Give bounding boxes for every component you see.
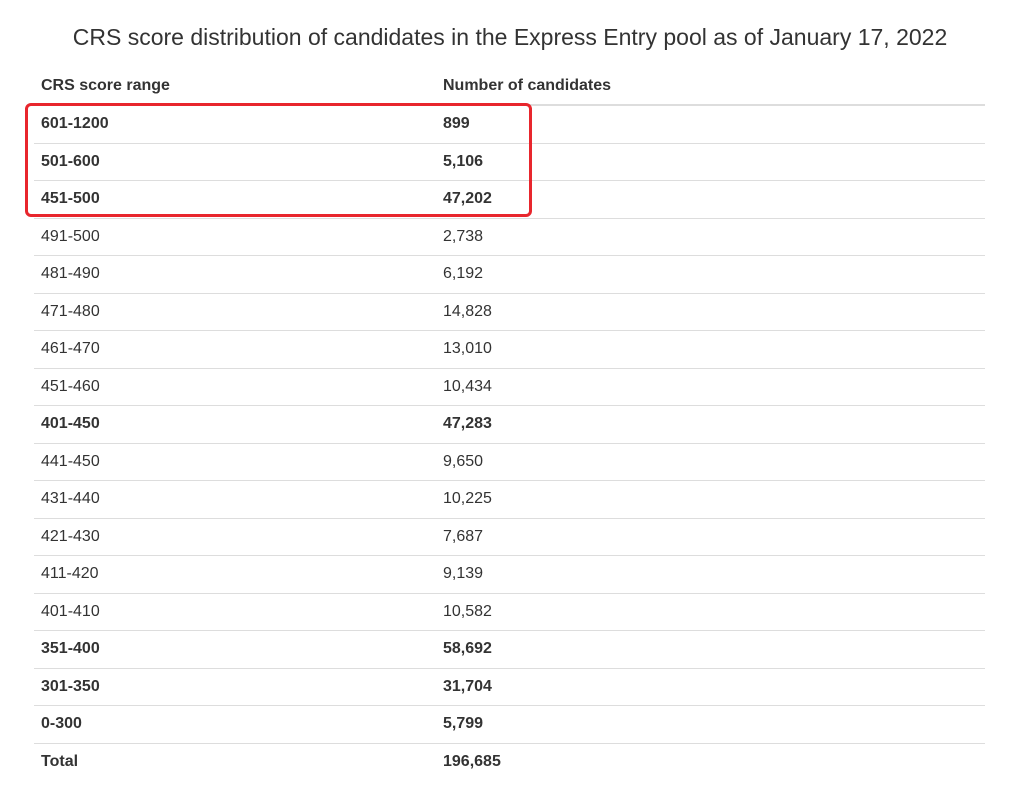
table-row: 401-410 10,582 bbox=[34, 594, 985, 631]
cell-crs-score-range: 411-420 bbox=[41, 565, 99, 583]
table-row: 351-400 58,692 bbox=[34, 631, 985, 669]
crs-distribution-table: CRS score range Number of candidates 601… bbox=[34, 67, 985, 781]
cell-crs-score-range: 481-490 bbox=[41, 265, 100, 283]
cell-crs-score-range: 401-410 bbox=[41, 602, 100, 620]
cell-crs-score-range: 451-500 bbox=[41, 190, 100, 208]
total-value: 196,685 bbox=[443, 753, 501, 771]
cell-number-of-candidates: 31,704 bbox=[443, 677, 492, 695]
table-row: 301-350 31,704 bbox=[34, 669, 985, 706]
cell-number-of-candidates: 14,828 bbox=[443, 302, 492, 320]
cell-number-of-candidates: 2,738 bbox=[443, 227, 484, 245]
cell-crs-score-range: 491-500 bbox=[41, 227, 100, 245]
cell-number-of-candidates: 47,202 bbox=[443, 190, 492, 208]
cell-number-of-candidates: 5,106 bbox=[443, 152, 484, 170]
table-row: 421-430 7,687 bbox=[34, 519, 985, 556]
table-row: 0-300 5,799 bbox=[34, 706, 985, 744]
cell-crs-score-range: 351-400 bbox=[41, 640, 100, 658]
cell-number-of-candidates: 6,192 bbox=[443, 265, 484, 283]
cell-crs-score-range: 0-300 bbox=[41, 715, 82, 733]
header-crs-score-range: CRS score range bbox=[41, 76, 170, 94]
cell-number-of-candidates: 10,434 bbox=[443, 377, 492, 395]
cell-crs-score-range: 301-350 bbox=[41, 677, 100, 695]
table-row: 401-450 47,283 bbox=[34, 406, 985, 444]
cell-number-of-candidates: 10,582 bbox=[443, 602, 492, 620]
cell-crs-score-range: 461-470 bbox=[41, 340, 100, 358]
cell-number-of-candidates: 7,687 bbox=[443, 527, 484, 545]
table-header-row: CRS score range Number of candidates bbox=[34, 67, 985, 106]
cell-number-of-candidates: 899 bbox=[443, 115, 470, 133]
table-row: 411-420 9,139 bbox=[34, 556, 985, 594]
cell-crs-score-range: 441-450 bbox=[41, 452, 100, 470]
cell-number-of-candidates: 9,650 bbox=[443, 452, 484, 470]
cell-crs-score-range: 431-440 bbox=[41, 490, 100, 508]
table-row: 601-1200 899 bbox=[34, 106, 985, 144]
table-body: 601-1200 899 501-600 5,106 451-500 47,202 491-… bbox=[34, 106, 985, 744]
cell-number-of-candidates: 13,010 bbox=[443, 340, 492, 358]
cell-crs-score-range: 501-600 bbox=[41, 152, 100, 170]
table-row: 451-460 10,434 bbox=[34, 369, 985, 406]
table-row: 491-500 2,738 bbox=[34, 219, 985, 256]
table-row: 471-480 14,828 bbox=[34, 294, 985, 331]
table-row: 481-490 6,192 bbox=[34, 256, 985, 294]
cell-number-of-candidates: 10,225 bbox=[443, 490, 492, 508]
cell-crs-score-range: 401-450 bbox=[41, 415, 100, 433]
header-number-of-candidates: Number of candidates bbox=[443, 76, 612, 94]
total-label: Total bbox=[41, 753, 79, 771]
table-total-row: Total 196,685 bbox=[34, 744, 985, 782]
table-row: 501-600 5,106 bbox=[34, 144, 985, 181]
table-caption: CRS score distribution of candidates in … bbox=[72, 24, 948, 50]
table-row: 451-500 47,202 bbox=[34, 181, 985, 219]
cell-number-of-candidates: 9,139 bbox=[443, 565, 484, 583]
cell-number-of-candidates: 5,799 bbox=[443, 715, 484, 733]
cell-crs-score-range: 421-430 bbox=[41, 527, 100, 545]
cell-number-of-candidates: 47,283 bbox=[443, 415, 492, 433]
table-row: 461-470 13,010 bbox=[34, 331, 985, 369]
cell-crs-score-range: 451-460 bbox=[41, 377, 100, 395]
cell-crs-score-range: 471-480 bbox=[41, 302, 100, 320]
table-row: 441-450 9,650 bbox=[34, 444, 985, 481]
table-row: 431-440 10,225 bbox=[34, 481, 985, 519]
cell-crs-score-range: 601-1200 bbox=[41, 115, 109, 133]
cell-number-of-candidates: 58,692 bbox=[443, 640, 492, 658]
